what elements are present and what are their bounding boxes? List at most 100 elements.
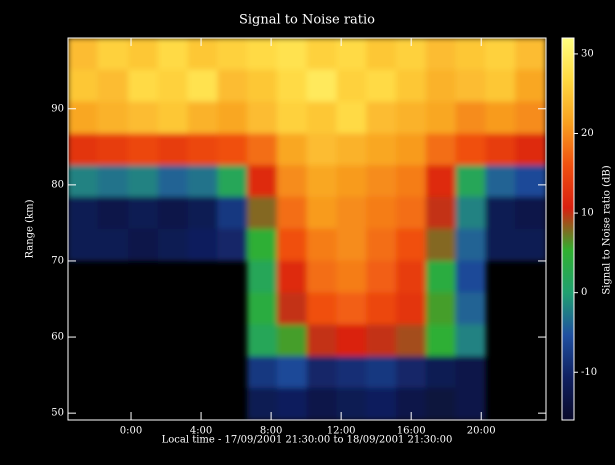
heat-cell <box>396 197 426 230</box>
heat-cell <box>426 134 456 166</box>
heat-cell <box>247 325 277 357</box>
heat-cell <box>307 388 337 421</box>
colorbar-tick-label: 10 <box>581 208 594 219</box>
heat-cell <box>515 165 546 197</box>
heat-cell <box>426 197 456 230</box>
heat-cell <box>366 388 396 421</box>
heat-cell <box>456 102 486 135</box>
colorbar-tick-label: 30 <box>581 48 594 59</box>
heat-cell <box>158 134 188 166</box>
heat-cell <box>456 165 486 197</box>
heat-cell <box>188 70 218 103</box>
heat-cell <box>366 134 396 166</box>
heat-cell <box>188 102 218 135</box>
heat-cell <box>366 261 396 294</box>
heat-cell <box>217 229 247 262</box>
page: {"chart_data": { "type": "heatmap", "tit… <box>0 0 615 465</box>
heat-cell <box>217 38 247 71</box>
heat-cell <box>366 70 396 103</box>
heat-cell <box>97 165 128 197</box>
heat-cell <box>247 38 277 71</box>
heat-cell <box>68 102 98 135</box>
heat-cell <box>366 102 396 135</box>
heat-cell <box>456 134 486 166</box>
heatmap <box>68 38 547 421</box>
heat-cell <box>396 293 426 326</box>
heat-cell <box>217 70 247 103</box>
heat-cell <box>485 70 515 103</box>
colorbar-tick-label: 0 <box>581 287 587 298</box>
heat-cell <box>366 197 396 230</box>
x-tick-label: 12:00 <box>327 426 356 437</box>
heat-cell <box>307 293 337 326</box>
heat-cell <box>247 388 277 421</box>
heat-cell <box>128 134 158 166</box>
heat-cell <box>336 229 366 262</box>
heat-cell <box>426 261 456 294</box>
heat-cell <box>97 197 128 230</box>
heat-cell <box>277 102 307 135</box>
heat-cell <box>247 102 277 135</box>
heat-cell <box>277 229 307 262</box>
heat-cell <box>456 293 486 326</box>
heat-cell <box>336 356 366 388</box>
heat-cell <box>188 38 218 71</box>
heat-cell <box>515 229 546 262</box>
heat-cell <box>485 229 515 262</box>
heat-cell <box>277 197 307 230</box>
heat-cell <box>396 134 426 166</box>
heat-cell <box>336 134 366 166</box>
heat-cell <box>158 197 188 230</box>
heat-cell <box>485 102 515 135</box>
heat-cell <box>396 261 426 294</box>
heat-cell <box>188 134 218 166</box>
heat-cell <box>247 70 277 103</box>
heat-cell <box>307 229 337 262</box>
heat-cell <box>68 165 98 197</box>
heat-cell <box>68 70 98 103</box>
heat-cell <box>128 229 158 262</box>
heat-cell <box>485 38 515 71</box>
heat-cell <box>68 38 98 71</box>
heat-cell <box>307 102 337 135</box>
heat-cell <box>426 102 456 135</box>
heat-cell <box>515 134 546 166</box>
heat-cell <box>277 38 307 71</box>
heat-cell <box>366 293 396 326</box>
heat-cell <box>217 102 247 135</box>
heat-cell <box>396 356 426 388</box>
heat-cell <box>336 197 366 230</box>
heat-cell <box>128 165 158 197</box>
heat-cell <box>515 38 546 71</box>
heat-cell <box>277 134 307 166</box>
heat-cell <box>366 229 396 262</box>
heat-cell <box>247 197 277 230</box>
heat-cell <box>128 38 158 71</box>
heat-cell <box>456 261 486 294</box>
heat-cell <box>247 134 277 166</box>
heat-cell <box>277 293 307 326</box>
heat-cell <box>158 165 188 197</box>
heat-cell <box>336 102 366 135</box>
heat-cell <box>426 293 456 326</box>
heat-cell <box>456 325 486 357</box>
heat-cell <box>247 356 277 388</box>
heat-cell <box>277 356 307 388</box>
heat-cell <box>188 165 218 197</box>
heat-cell <box>277 325 307 357</box>
y-tick-label: 80 <box>51 179 64 190</box>
colorbar-tick-label: -10 <box>581 367 597 378</box>
heat-cell <box>396 70 426 103</box>
heat-cell <box>515 197 546 230</box>
heat-cell <box>515 70 546 103</box>
colorbar-label: Signal to Noise ratio (dB) <box>602 165 613 294</box>
heat-cell <box>366 38 396 71</box>
heat-cell <box>247 229 277 262</box>
y-axis-label: Range (km) <box>25 199 36 258</box>
heat-cell <box>307 197 337 230</box>
heat-cell <box>426 325 456 357</box>
heat-cell <box>396 229 426 262</box>
heat-cell <box>485 165 515 197</box>
heat-cell <box>97 134 128 166</box>
heat-cell <box>128 102 158 135</box>
